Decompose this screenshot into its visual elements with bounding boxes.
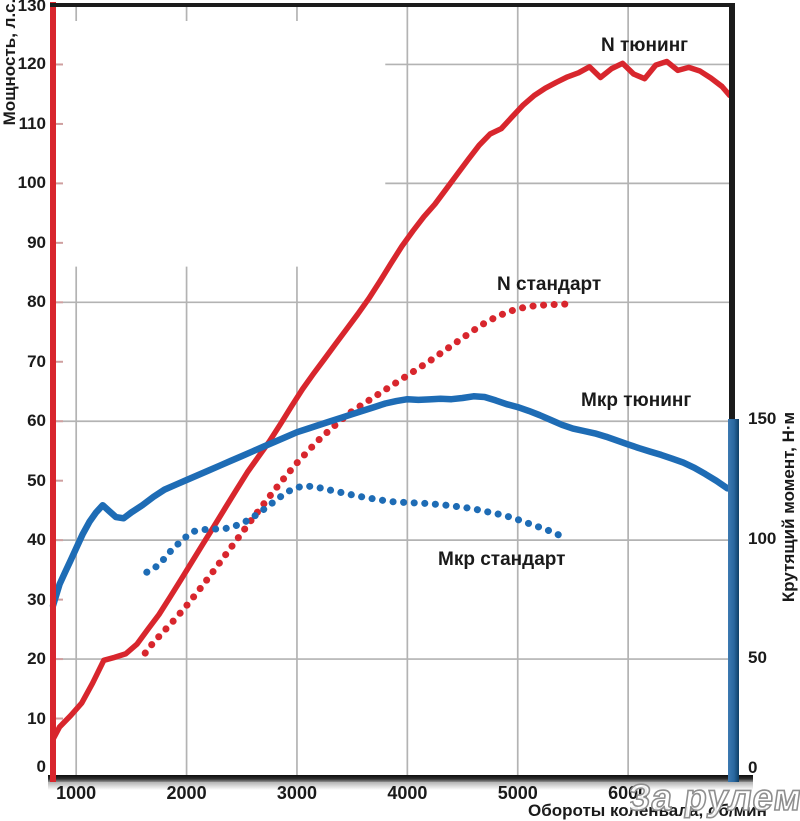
y-right-tick-label: 150 [748,409,777,429]
y-left-tick-label: 30 [27,589,46,609]
y-right-tick-label: 0 [748,758,758,777]
y-left-tick-label: 130 [17,0,46,15]
y-left-tick-label: 20 [27,649,46,669]
y-left-tick-label: 60 [27,411,46,431]
y-right-tick-label: 50 [748,648,767,668]
y-left-tick-label: 70 [27,351,46,371]
x-tick-label: 1000 [56,783,97,803]
right-border-upper [729,3,735,420]
x-axis-title: Обороты коленвала, об/мин [528,801,767,820]
y-left-axis-bar [50,2,56,782]
top-border [50,3,735,7]
y-left-axis-title: Мощность, л.с. [0,0,19,126]
curve-2-solid [49,393,731,609]
y-right-axis-bar [728,419,739,782]
y-left-tick-label: 90 [27,232,46,252]
y-left-tick-label: 100 [17,173,46,193]
curve-label-n-tuning: N тюнинг [601,35,689,56]
x-tick-label: 4000 [387,783,428,803]
y-left-tick-label: 50 [27,470,46,490]
y-left-tick-label: 0 [36,757,46,776]
x-tick-label: 3000 [276,783,317,803]
y-right-axis-title: Крутящий момент, Н·м [779,411,798,603]
y-left-tick-label: 40 [27,530,46,550]
curve-label-n-standard: N стандарт [497,274,602,295]
watermark-text: За рулем [630,776,800,818]
watermark: За рулем [630,776,800,819]
x-tick-label: 5000 [497,783,538,803]
y-left-tick-label: 110 [18,113,46,133]
y-left-tick-label: 120 [17,54,46,74]
x-axis-shadow [48,782,753,790]
x-axis-bar [48,775,753,782]
curve-label-mkr-tuning: Мкр тюнинг [581,390,692,411]
y-left-tick-label: 80 [27,292,46,312]
curve-1-dotted [141,300,577,657]
x-tick-label: 2000 [166,783,207,803]
curve-3-dotted [143,482,571,576]
curve-0-solid [50,58,733,743]
y-right-tick-label: 100 [748,528,777,548]
curve-label-mkr-standard: Мкр стандарт [438,549,566,570]
y-left-tick-label: 10 [27,708,46,728]
x-tick-label: 6000 [608,783,649,803]
